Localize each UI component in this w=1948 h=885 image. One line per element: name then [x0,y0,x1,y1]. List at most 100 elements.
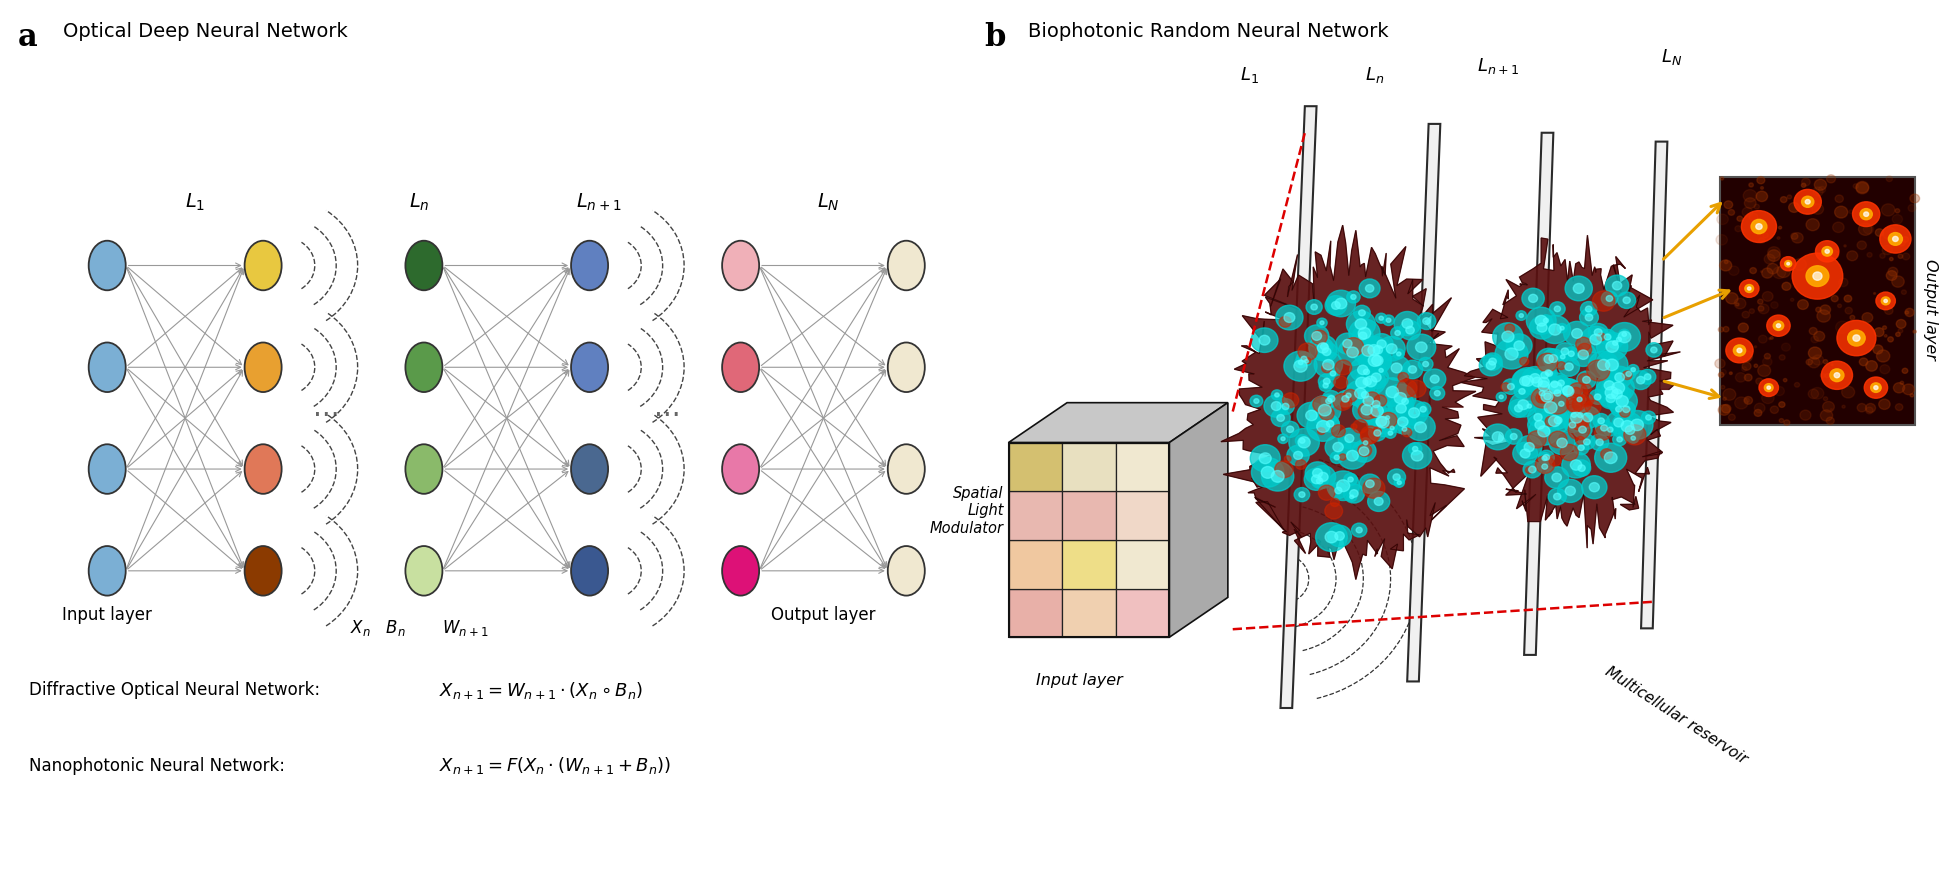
Circle shape [1796,300,1808,310]
Circle shape [1897,328,1901,333]
Circle shape [1722,327,1728,332]
Polygon shape [1219,225,1475,580]
Circle shape [1553,390,1560,396]
Circle shape [1537,388,1556,405]
Circle shape [1831,364,1833,366]
Circle shape [1562,386,1572,395]
Circle shape [1775,324,1780,327]
Ellipse shape [888,546,925,596]
Circle shape [1317,427,1325,435]
Circle shape [1336,480,1350,492]
Circle shape [1543,393,1551,400]
Circle shape [1808,327,1816,335]
Circle shape [1621,411,1652,439]
Circle shape [1377,336,1405,361]
Circle shape [1570,388,1580,396]
Circle shape [1284,351,1317,381]
Circle shape [1556,351,1568,362]
Circle shape [1595,350,1627,380]
Circle shape [1734,303,1738,306]
Circle shape [1533,387,1549,400]
Circle shape [1892,236,1897,242]
Circle shape [1373,497,1383,505]
Circle shape [1777,266,1790,278]
Circle shape [1342,473,1356,486]
Circle shape [1761,291,1773,301]
Circle shape [1880,297,1890,304]
Circle shape [1792,189,1819,214]
Circle shape [1572,283,1584,294]
Circle shape [1644,415,1650,420]
Circle shape [1736,216,1742,221]
Circle shape [1888,258,1892,261]
Circle shape [1317,373,1334,389]
Circle shape [1864,407,1872,414]
Circle shape [1379,368,1383,373]
Circle shape [1253,399,1258,404]
Circle shape [1595,439,1603,445]
Circle shape [1817,187,1825,193]
Circle shape [1358,346,1391,375]
Circle shape [1615,396,1627,406]
Circle shape [1358,444,1371,457]
Polygon shape [1009,403,1227,442]
Circle shape [1814,331,1823,342]
Circle shape [1327,471,1360,501]
Circle shape [1342,389,1354,401]
Circle shape [1535,315,1547,327]
Circle shape [1734,226,1742,232]
Circle shape [1510,392,1537,417]
Circle shape [1720,177,1722,180]
Circle shape [1757,365,1769,376]
Circle shape [1714,359,1724,368]
Circle shape [1590,389,1605,404]
Circle shape [1482,353,1502,370]
Circle shape [1350,295,1356,299]
Circle shape [1527,404,1531,408]
Circle shape [1543,402,1556,413]
Circle shape [1786,263,1788,265]
Circle shape [1311,304,1317,310]
Bar [1009,589,1062,637]
Circle shape [1521,366,1547,390]
Text: Output layer: Output layer [771,605,875,624]
Circle shape [1837,304,1841,308]
Bar [1009,540,1062,589]
Circle shape [1350,424,1356,429]
Circle shape [1535,420,1543,429]
Circle shape [1595,378,1627,407]
Circle shape [1488,358,1496,365]
Circle shape [1523,370,1549,394]
Circle shape [1330,425,1344,437]
Circle shape [1416,312,1436,329]
Circle shape [1625,426,1634,435]
Circle shape [1286,426,1293,433]
Circle shape [1498,395,1502,399]
Circle shape [1779,402,1784,407]
Circle shape [1510,434,1516,440]
Circle shape [1893,404,1901,411]
Circle shape [1354,319,1366,329]
Circle shape [1576,436,1584,444]
Circle shape [1401,398,1408,404]
Circle shape [1338,428,1360,449]
Circle shape [1514,341,1523,350]
Circle shape [1360,391,1367,398]
Circle shape [1430,387,1443,400]
Circle shape [1260,462,1293,491]
Circle shape [1258,453,1270,464]
Circle shape [1597,359,1609,371]
Circle shape [1779,419,1782,423]
Ellipse shape [721,342,760,392]
Circle shape [1888,337,1892,342]
Circle shape [1553,375,1568,390]
Circle shape [1434,390,1440,396]
Circle shape [1763,254,1775,264]
Circle shape [1884,335,1886,337]
Circle shape [1823,250,1829,253]
Circle shape [1562,347,1578,360]
Circle shape [1541,372,1547,379]
Circle shape [1578,445,1584,450]
Circle shape [1804,199,1810,204]
Circle shape [1549,416,1560,427]
